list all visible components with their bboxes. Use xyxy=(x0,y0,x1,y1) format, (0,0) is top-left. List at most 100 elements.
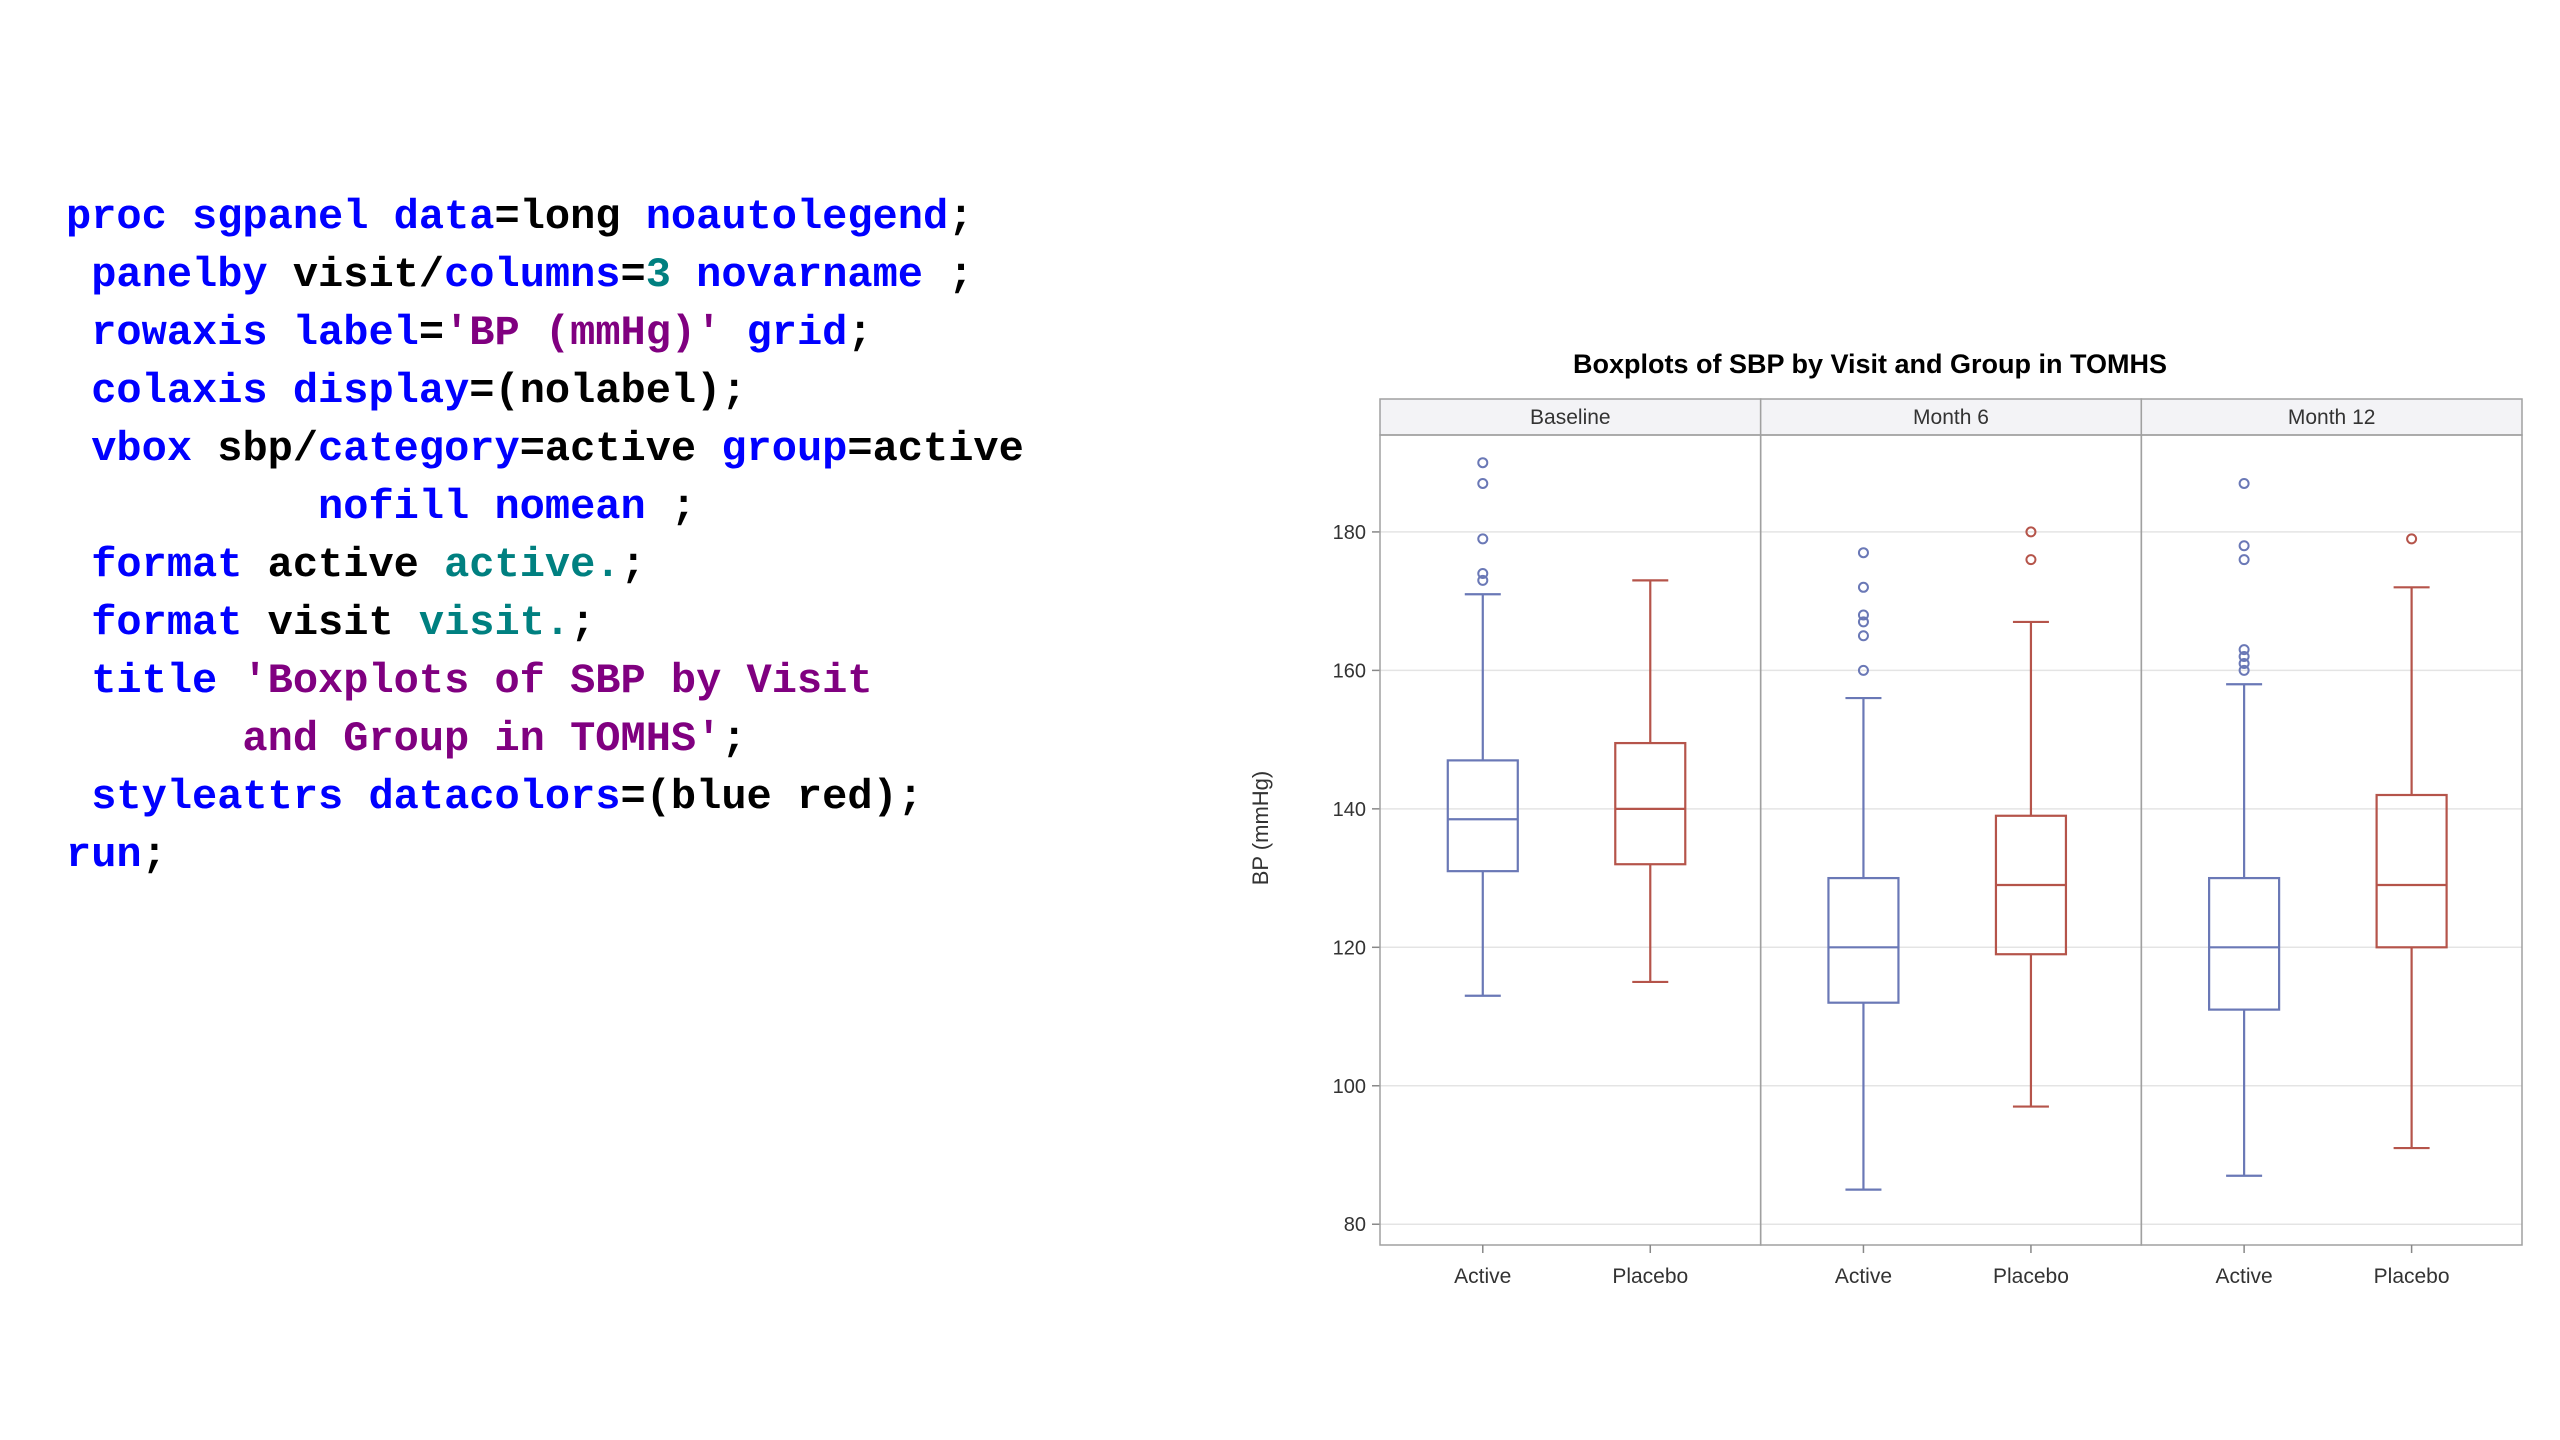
box-iqr xyxy=(2208,876,2281,1011)
outlier-point xyxy=(2025,526,2037,538)
code-token: visit xyxy=(267,599,419,647)
panel-headers: Baseline Month 6 Month 12 xyxy=(1379,398,2523,436)
outlier-point xyxy=(1857,664,1869,676)
panel-header-label: Month 12 xyxy=(2288,406,2376,429)
code-token: 'Boxplots of SBP by Visit xyxy=(242,657,873,705)
axis-layer: 80 100 120 140 160 180 Active Placebo Active Plac… xyxy=(1333,434,2523,1288)
code-token: sbp/ xyxy=(217,425,319,473)
code-token: colaxis xyxy=(66,367,293,415)
code-line: rowaxis label='BP (mmHg)' grid; xyxy=(66,304,1024,362)
code-token: columns xyxy=(444,251,621,299)
code-token: data xyxy=(393,193,495,241)
code-token: ; xyxy=(847,309,873,357)
panel-frame xyxy=(1759,434,2143,1246)
outlier-point xyxy=(2238,651,2250,663)
outlier-point xyxy=(1857,630,1869,642)
outlier-point xyxy=(2238,554,2250,566)
code-token: grid xyxy=(746,309,848,357)
code-token: ; xyxy=(721,715,747,763)
code-token: nofill nomean xyxy=(66,483,646,531)
code-token: datacolors xyxy=(368,773,621,821)
x-tick-label: Active xyxy=(1454,1265,1511,1288)
code-token: format xyxy=(66,541,268,589)
box-iqr xyxy=(2375,793,2448,949)
box-placebo xyxy=(1614,579,1687,984)
code-line: styleattrs datacolors=(blue red); xyxy=(66,768,1024,826)
outlier-point xyxy=(2238,477,2250,489)
outlier-point xyxy=(1857,547,1869,559)
code-token: =(nolabel); xyxy=(469,367,747,415)
panel-header xyxy=(2140,398,2523,436)
code-token: novarname xyxy=(696,251,924,299)
code-token: group xyxy=(721,425,848,473)
code-token: 'BP (mmHg)' xyxy=(444,309,722,357)
code-token: display xyxy=(292,367,470,415)
outlier-point xyxy=(2406,533,2418,545)
code-line: format active active.; xyxy=(66,536,1024,594)
x-tick-label: Active xyxy=(2216,1265,2273,1288)
box-active xyxy=(1827,547,1900,1191)
x-tick-label: Placebo xyxy=(1612,1265,1688,1288)
code-token: category xyxy=(318,425,520,473)
outlier-point xyxy=(1477,457,1489,469)
code-token: vbox xyxy=(66,425,218,473)
outlier-point xyxy=(1477,574,1489,586)
code-line: title 'Boxplots of SBP by Visit xyxy=(66,652,1024,710)
outlier-point xyxy=(1477,477,1489,489)
code-line: format visit visit.; xyxy=(66,594,1024,652)
code-token: ; xyxy=(570,599,596,647)
code-token: and Group in TOMHS' xyxy=(66,715,722,763)
outlier-point xyxy=(1857,616,1869,628)
code-token: =long xyxy=(494,193,646,241)
boxplot-panel-chart: Boxplots of SBP by Visit and Group in TO… xyxy=(1248,349,2523,1288)
code-token: title xyxy=(66,657,243,705)
chart-title: Boxplots of SBP by Visit and Group in TO… xyxy=(1573,349,2167,379)
code-token: proc sgpanel xyxy=(66,193,394,241)
code-token: run xyxy=(66,831,142,879)
y-tick-label: 120 xyxy=(1333,937,1366,959)
code-token: ; xyxy=(948,193,974,241)
outlier-point xyxy=(1857,609,1869,621)
code-token: styleattrs xyxy=(66,773,369,821)
code-line: and Group in TOMHS'; xyxy=(66,710,1024,768)
box-iqr xyxy=(1827,876,1900,1004)
code-token: ; xyxy=(141,831,167,879)
code-token: = xyxy=(418,309,445,357)
y-tick-label: 80 xyxy=(1344,1214,1366,1236)
panel-frame xyxy=(2140,434,2523,1246)
panel-header-label: Month 6 xyxy=(1913,406,1989,429)
code-line: colaxis display=(nolabel); xyxy=(66,362,1024,420)
code-token: noautolegend xyxy=(645,193,949,241)
code-line: run; xyxy=(66,826,1024,884)
code-line: proc sgpanel data=long noautolegend; xyxy=(66,188,1024,246)
y-tick-label: 160 xyxy=(1333,660,1366,682)
code-token: ; xyxy=(923,251,974,299)
code-token: label xyxy=(292,309,419,357)
x-tick-label: Placebo xyxy=(2374,1265,2450,1288)
outlier-point xyxy=(2025,554,2037,566)
code-token: = xyxy=(620,251,646,299)
code-line: panelby visit/columns=3 novarname ; xyxy=(66,246,1024,304)
x-tick-label: Active xyxy=(1835,1265,1892,1288)
code-token: =active xyxy=(847,425,1024,473)
panel-header-label: Baseline xyxy=(1530,406,1611,429)
code-token: ; xyxy=(645,483,697,531)
box-iqr xyxy=(1614,741,1687,866)
y-tick-label: 140 xyxy=(1333,799,1366,821)
outlier-point xyxy=(2238,644,2250,656)
code-token: rowaxis xyxy=(66,309,293,357)
code-token xyxy=(671,251,696,299)
code-token xyxy=(721,309,746,357)
box-active xyxy=(2208,477,2281,1177)
marks-layer xyxy=(1446,457,2448,1191)
outlier-point xyxy=(1477,533,1489,545)
y-axis-label: BP (mmHg) xyxy=(1248,771,1273,886)
box-placebo xyxy=(1994,526,2068,1108)
code-token: active. xyxy=(444,541,621,589)
code-token: visit. xyxy=(418,599,571,647)
code-token: =active xyxy=(519,425,722,473)
y-tick-label: 180 xyxy=(1333,522,1366,544)
panel-frame xyxy=(1379,434,1762,1246)
box-active xyxy=(1446,457,1519,997)
outlier-point xyxy=(2238,540,2250,552)
